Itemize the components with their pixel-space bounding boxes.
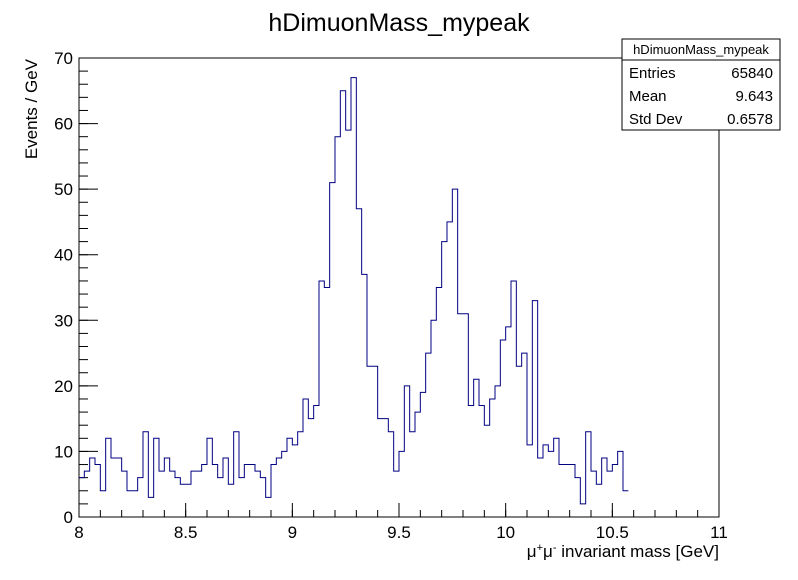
y-tick-label: 50	[54, 180, 73, 199]
y-tick-label: 10	[54, 442, 73, 461]
stats-entries-value: 65840	[731, 65, 773, 82]
x-tick-label: 10	[496, 523, 515, 542]
y-tick-label: 20	[54, 377, 73, 396]
x-tick-label: 9.5	[387, 523, 411, 542]
x-tick-label: 8	[74, 523, 83, 542]
y-tick-label: 0	[64, 508, 73, 527]
x-label-plus: +	[537, 542, 543, 554]
stats-stddev-label: Std Dev	[629, 111, 683, 128]
stats-stddev-value: 0.6578	[727, 111, 773, 128]
x-label-mu2: μ	[543, 542, 553, 561]
x-axis: 8 8.5 9 9.5 10 10.5 11	[74, 503, 728, 542]
y-tick-label: 70	[54, 49, 73, 68]
x-label-text: invariant mass [GeV]	[556, 542, 719, 561]
y-axis-label: Events / GeV	[22, 58, 41, 159]
histogram-series-line	[79, 77, 629, 505]
stats-entries-label: Entries	[629, 65, 676, 82]
stats-box-frame	[621, 38, 781, 131]
x-tick-label: 10.5	[596, 523, 629, 542]
y-tick-label: 60	[54, 115, 73, 134]
x-axis-label: μ+μ- invariant mass [GeV]	[527, 542, 719, 561]
x-tick-label: 11	[710, 523, 728, 542]
stats-mean-label: Mean	[629, 88, 667, 105]
stats-mean-value: 9.643	[735, 88, 773, 105]
x-label-minus: -	[553, 542, 557, 554]
y-tick-label: 30	[54, 311, 73, 330]
stats-histogram-name: hDimuonMass_mypeak	[633, 42, 769, 57]
chart-title: hDimuonMass_mypeak	[268, 9, 530, 37]
y-axis: 0 10 20 30 40 50 60 70	[54, 49, 98, 527]
y-tick-label: 40	[54, 246, 73, 265]
x-label-mu1: μ	[527, 542, 537, 561]
x-tick-label: 9	[288, 523, 297, 542]
stats-box: hDimuonMass_mypeak Entries 65840 Mean 9.…	[621, 38, 781, 131]
x-tick-label: 8.5	[174, 523, 198, 542]
